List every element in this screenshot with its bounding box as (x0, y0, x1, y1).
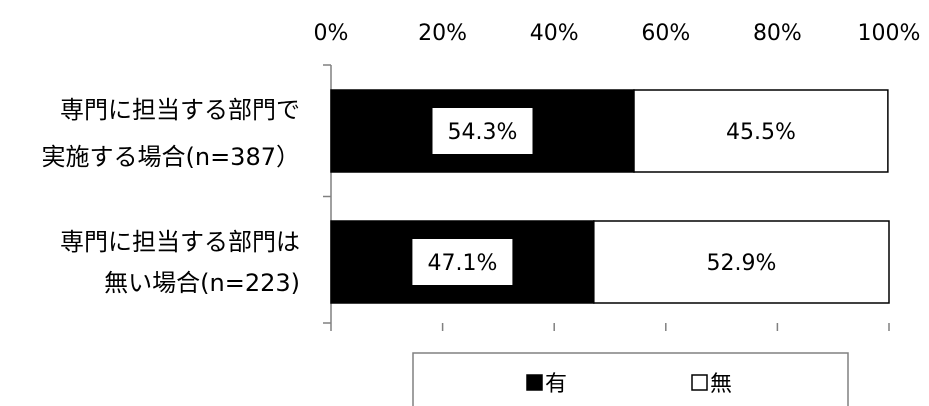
axis-layer: 0% 20% 40% 60% 80% 100% (314, 21, 921, 331)
data-label: 45.5% (726, 120, 796, 145)
data-label: 52.9% (706, 251, 776, 276)
legend-swatch (526, 374, 543, 391)
legend-box (412, 352, 849, 406)
x-tick-label: 40% (530, 21, 579, 46)
data-label-box (412, 239, 513, 285)
x-tick-label: 80% (753, 21, 802, 46)
x-tick-label: 20% (418, 21, 467, 46)
category-label: 専門に担当する部門は (60, 228, 300, 256)
data-label: 54.3% (448, 120, 518, 145)
data-label-box (432, 108, 533, 154)
bar-segment (633, 89, 889, 173)
category-label: 実施する場合(n=387） (42, 143, 301, 171)
legend-label: 有 (545, 372, 567, 397)
data-label: 47.1% (427, 251, 497, 276)
x-tick-label: 60% (641, 21, 690, 46)
legend: 有無 (412, 352, 849, 406)
category-label: 無い場合(n=223) (104, 269, 300, 297)
bar-segment (593, 220, 890, 304)
x-tick-label: 100% (858, 21, 921, 46)
legend-label: 無 (710, 372, 732, 397)
bars-layer: 54.3% 45.5% 47.1% 52.9% (330, 89, 890, 304)
category-label: 専門に担当する部門で (60, 96, 300, 124)
legend-swatch (691, 374, 708, 391)
x-tick-label: 0% (314, 21, 349, 46)
